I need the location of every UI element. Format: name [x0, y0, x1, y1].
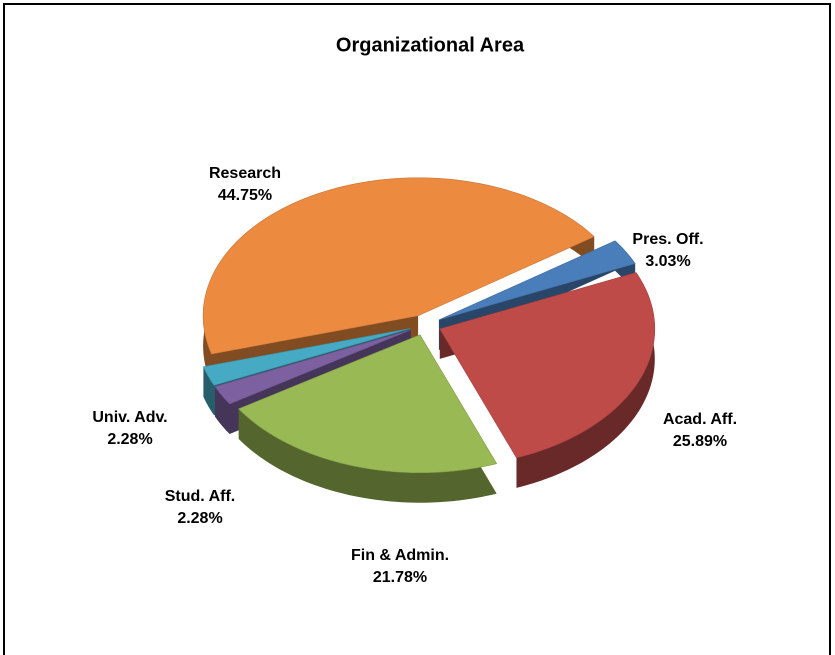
slice-label: Stud. Aff.: [165, 488, 236, 505]
slice: [438, 240, 636, 321]
chart-title: Organizational Area: [336, 34, 525, 56]
slice-label: Pres. Off.: [632, 231, 703, 248]
slice-tops: [202, 177, 656, 474]
slice: [238, 334, 498, 474]
slice-label: Univ. Adv.: [92, 409, 167, 426]
slice: [202, 328, 411, 386]
slice: [439, 272, 656, 459]
value-label: 44.75%: [218, 187, 272, 204]
slice: [202, 177, 595, 355]
value-label: 3.03%: [645, 253, 690, 270]
slice: [214, 329, 412, 405]
value-label: 21.78%: [373, 569, 427, 586]
value-label: 2.28%: [107, 431, 152, 448]
slice-label: Acad. Aff.: [663, 411, 737, 428]
slice-label: Fin & Admin.: [351, 547, 449, 564]
value-label: 25.89%: [673, 433, 727, 450]
slice-label: Research: [209, 165, 281, 182]
value-label: 2.28%: [177, 510, 222, 527]
